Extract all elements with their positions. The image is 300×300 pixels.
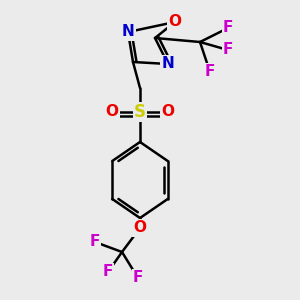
Text: F: F — [90, 235, 100, 250]
Text: N: N — [122, 25, 134, 40]
Text: O: O — [161, 104, 175, 119]
Text: F: F — [133, 271, 143, 286]
Text: O: O — [134, 220, 146, 236]
Text: F: F — [103, 265, 113, 280]
Text: F: F — [205, 64, 215, 80]
Text: N: N — [162, 56, 174, 71]
Text: O: O — [169, 14, 182, 29]
Text: S: S — [134, 103, 146, 121]
Text: F: F — [223, 20, 233, 35]
Text: O: O — [106, 104, 118, 119]
Text: F: F — [223, 43, 233, 58]
